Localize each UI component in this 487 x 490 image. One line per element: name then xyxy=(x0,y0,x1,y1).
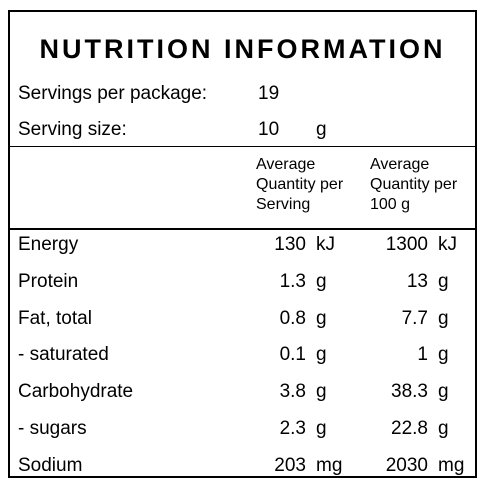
nutrient-serving-unit: g xyxy=(316,270,327,292)
nutrient-per100-value: 2030 xyxy=(385,454,428,476)
divider-top xyxy=(10,146,475,147)
nutrient-name: - sugars xyxy=(18,418,87,439)
servings-label: Servings per package: xyxy=(18,83,208,104)
nutrition-panel: NUTRITION INFORMATION Servings per packa… xyxy=(8,10,477,478)
nutrient-name: - saturated xyxy=(18,344,109,366)
header-per-serving: Average Quantity per Serving xyxy=(256,156,344,213)
header-per-100g: Average Quantity per 100 g xyxy=(370,156,458,213)
nutrient-per100-value: 7.7 xyxy=(401,307,428,329)
nutrient-per100-value: 38.3 xyxy=(391,381,428,403)
serving-size-unit: g xyxy=(316,119,327,140)
nutrient-name: Fat, total xyxy=(18,307,92,329)
serving-size-value: 10 xyxy=(258,119,280,140)
serving-size-label: Serving size: xyxy=(18,119,127,140)
nutrient-serving-unit: kJ xyxy=(316,234,335,255)
nutrient-serving-unit: g xyxy=(316,307,327,329)
nutrient-serving-value: 3.8 xyxy=(279,381,306,403)
nutrient-per100-unit: kJ xyxy=(438,234,457,255)
nutrient-serving-unit: mg xyxy=(316,454,343,476)
nutrient-per100-unit: g xyxy=(438,270,449,292)
nutrient-serving-unit: g xyxy=(316,381,327,403)
nutrient-serving-value: 1.3 xyxy=(279,270,306,292)
nutrient-per100-unit: mg xyxy=(438,454,465,476)
nutrient-per100-unit: g xyxy=(438,381,449,403)
nutrient-per100-value: 1300 xyxy=(385,234,428,255)
nutrient-name: Protein xyxy=(18,270,79,292)
nutrient-serving-value: 203 xyxy=(274,454,306,476)
nutrient-name: Sodium xyxy=(18,454,83,476)
nutrient-name: Carbohydrate xyxy=(18,381,134,403)
servings-value: 19 xyxy=(258,83,280,104)
nutrient-per100-value: 1 xyxy=(417,344,428,366)
nutrient-per100-value: 13 xyxy=(406,270,428,292)
nutrient-serving-value: 130 xyxy=(274,234,306,255)
nutrient-serving-unit: g xyxy=(316,344,327,366)
nutrient-serving-value: 0.8 xyxy=(279,307,306,329)
nutrient-per100-value: 22.8 xyxy=(391,418,428,439)
nutrient-serving-value: 0.1 xyxy=(279,344,306,366)
nutrient-serving-unit: g xyxy=(316,418,327,439)
nutrient-serving-value: 2.3 xyxy=(279,418,306,439)
nutrient-per100-unit: g xyxy=(438,418,449,439)
nutrient-name: Energy xyxy=(18,234,79,255)
nutrient-per100-unit: g xyxy=(438,307,449,329)
panel-title: NUTRITION INFORMATION xyxy=(39,34,446,64)
nutrient-per100-unit: g xyxy=(438,344,449,366)
divider-header xyxy=(10,228,475,230)
